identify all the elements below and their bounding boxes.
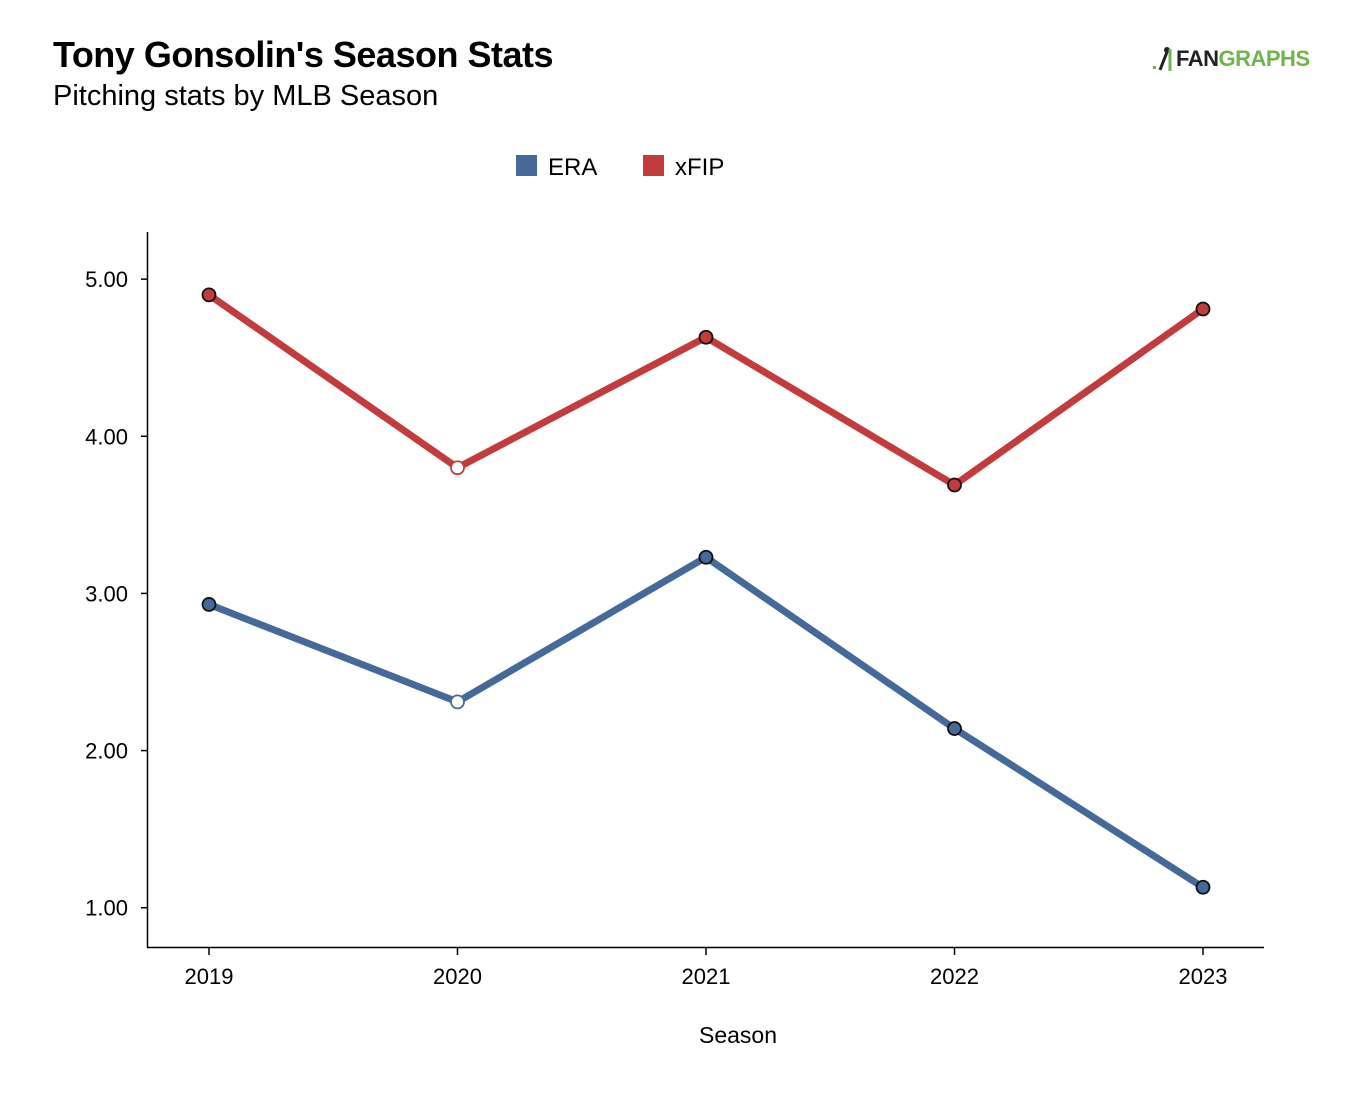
data-point-xfip[interactable]	[1195, 301, 1211, 317]
x-tick-label: 2019	[185, 964, 234, 989]
legend-swatch-era	[516, 155, 537, 176]
fangraphs-batter-icon	[1153, 47, 1172, 71]
logo-text-fan: FAN	[1176, 46, 1219, 71]
y-tick-label: 5.00	[85, 267, 128, 292]
y-axis-ticks: 1.00 2.00 3.00 4.00 5.00	[85, 267, 148, 921]
legend-label-xfip: xFIP	[675, 154, 724, 181]
x-tick-label: 2022	[930, 964, 979, 989]
data-point-era[interactable]	[947, 721, 962, 736]
data-point-era[interactable]	[450, 694, 465, 710]
x-axis-label: Season	[699, 1022, 777, 1048]
data-point-xfip[interactable]	[201, 287, 217, 303]
data-point-era[interactable]	[1195, 879, 1211, 895]
x-axis-ticks: 2019 2020 2021 2022 2023	[185, 948, 1228, 989]
y-tick-label: 2.00	[85, 739, 128, 764]
data-point-era[interactable]	[698, 549, 714, 565]
legend-label-era: ERA	[548, 154, 597, 181]
series-line-xfip	[205, 291, 1207, 489]
chart-title: Tony Gonsolin's Season Stats	[53, 34, 553, 75]
data-point-xfip[interactable]	[450, 460, 465, 476]
fangraphs-logo: FAN GRAPHS	[1152, 46, 1310, 72]
x-tick-label: 2021	[682, 964, 731, 989]
y-tick-label: 1.00	[85, 896, 128, 921]
x-tick-label: 2023	[1179, 964, 1228, 989]
x-tick-label: 2020	[433, 964, 482, 989]
chart-subtitle: Pitching stats by MLB Season	[53, 80, 439, 112]
y-tick-label: 4.00	[85, 424, 128, 449]
data-point-xfip[interactable]	[698, 329, 714, 345]
data-point-era[interactable]	[201, 597, 217, 612]
legend-swatch-xfip	[643, 155, 664, 176]
series-line-era	[205, 553, 1207, 891]
logo-text-graphs: GRAPHS	[1218, 46, 1311, 71]
legend: ERA xFIP	[516, 154, 724, 181]
series-layer	[201, 287, 1211, 895]
y-tick-label: 3.00	[85, 581, 128, 606]
data-point-xfip[interactable]	[947, 477, 962, 493]
